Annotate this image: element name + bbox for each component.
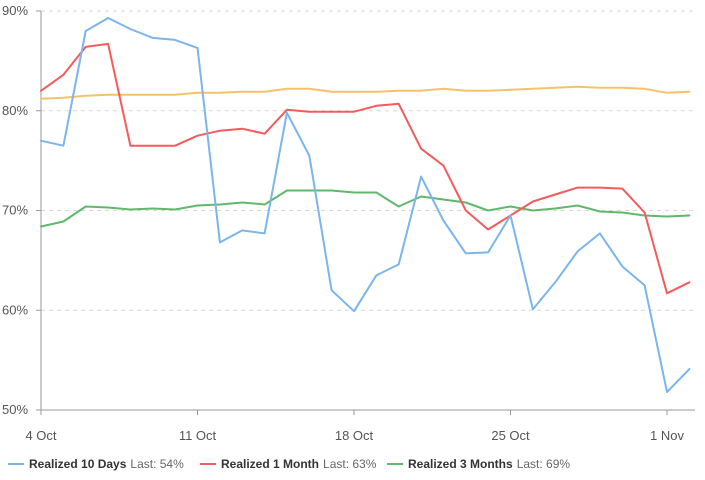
series-line-realized-10-days (40, 17, 691, 393)
legend-last-value: Last: 63% (323, 457, 377, 471)
y-axis: 50% 60% 70% 80% 90% (2, 3, 42, 417)
series-line-reference (40, 85, 691, 100)
x-tick-label: 1 Nov (650, 428, 684, 443)
y-tick-label: 60% (2, 302, 28, 317)
series-line-realized-3-months (40, 189, 691, 228)
y-tick-label: 90% (2, 3, 28, 18)
x-tick-label: 25 Oct (491, 428, 530, 443)
x-axis: 4 Oct 11 Oct 18 Oct 25 Oct 1 Nov (25, 409, 695, 443)
legend-item-realized-1-month[interactable]: Realized 1 Month Last: 63% (200, 457, 377, 471)
legend-last-value: Last: 54% (130, 457, 184, 471)
x-tick-label: 11 Oct (179, 428, 217, 443)
x-tick-label: 18 Oct (335, 428, 374, 443)
legend-series-name: Realized 3 Months (408, 457, 513, 471)
series-line-realized-1-month (40, 42, 691, 295)
series-layer (40, 17, 691, 393)
legend-item-realized-3-months[interactable]: Realized 3 Months Last: 69% (387, 457, 570, 471)
y-tick-label: 70% (2, 203, 28, 218)
legend-last-value: Last: 69% (517, 457, 571, 471)
grid-layer (41, 10, 695, 311)
y-tick-label: 80% (2, 103, 28, 118)
y-tick-label: 50% (2, 402, 28, 417)
legend-series-name: Realized 10 Days (29, 457, 127, 471)
legend-series-name: Realized 1 Month (221, 457, 319, 471)
legend[interactable]: Realized 10 Days Last: 54% Realized 1 Mont… (8, 457, 570, 471)
x-tick-label: 4 Oct (25, 428, 56, 443)
legend-item-realized-10-days[interactable]: Realized 10 Days Last: 54% (8, 457, 184, 471)
